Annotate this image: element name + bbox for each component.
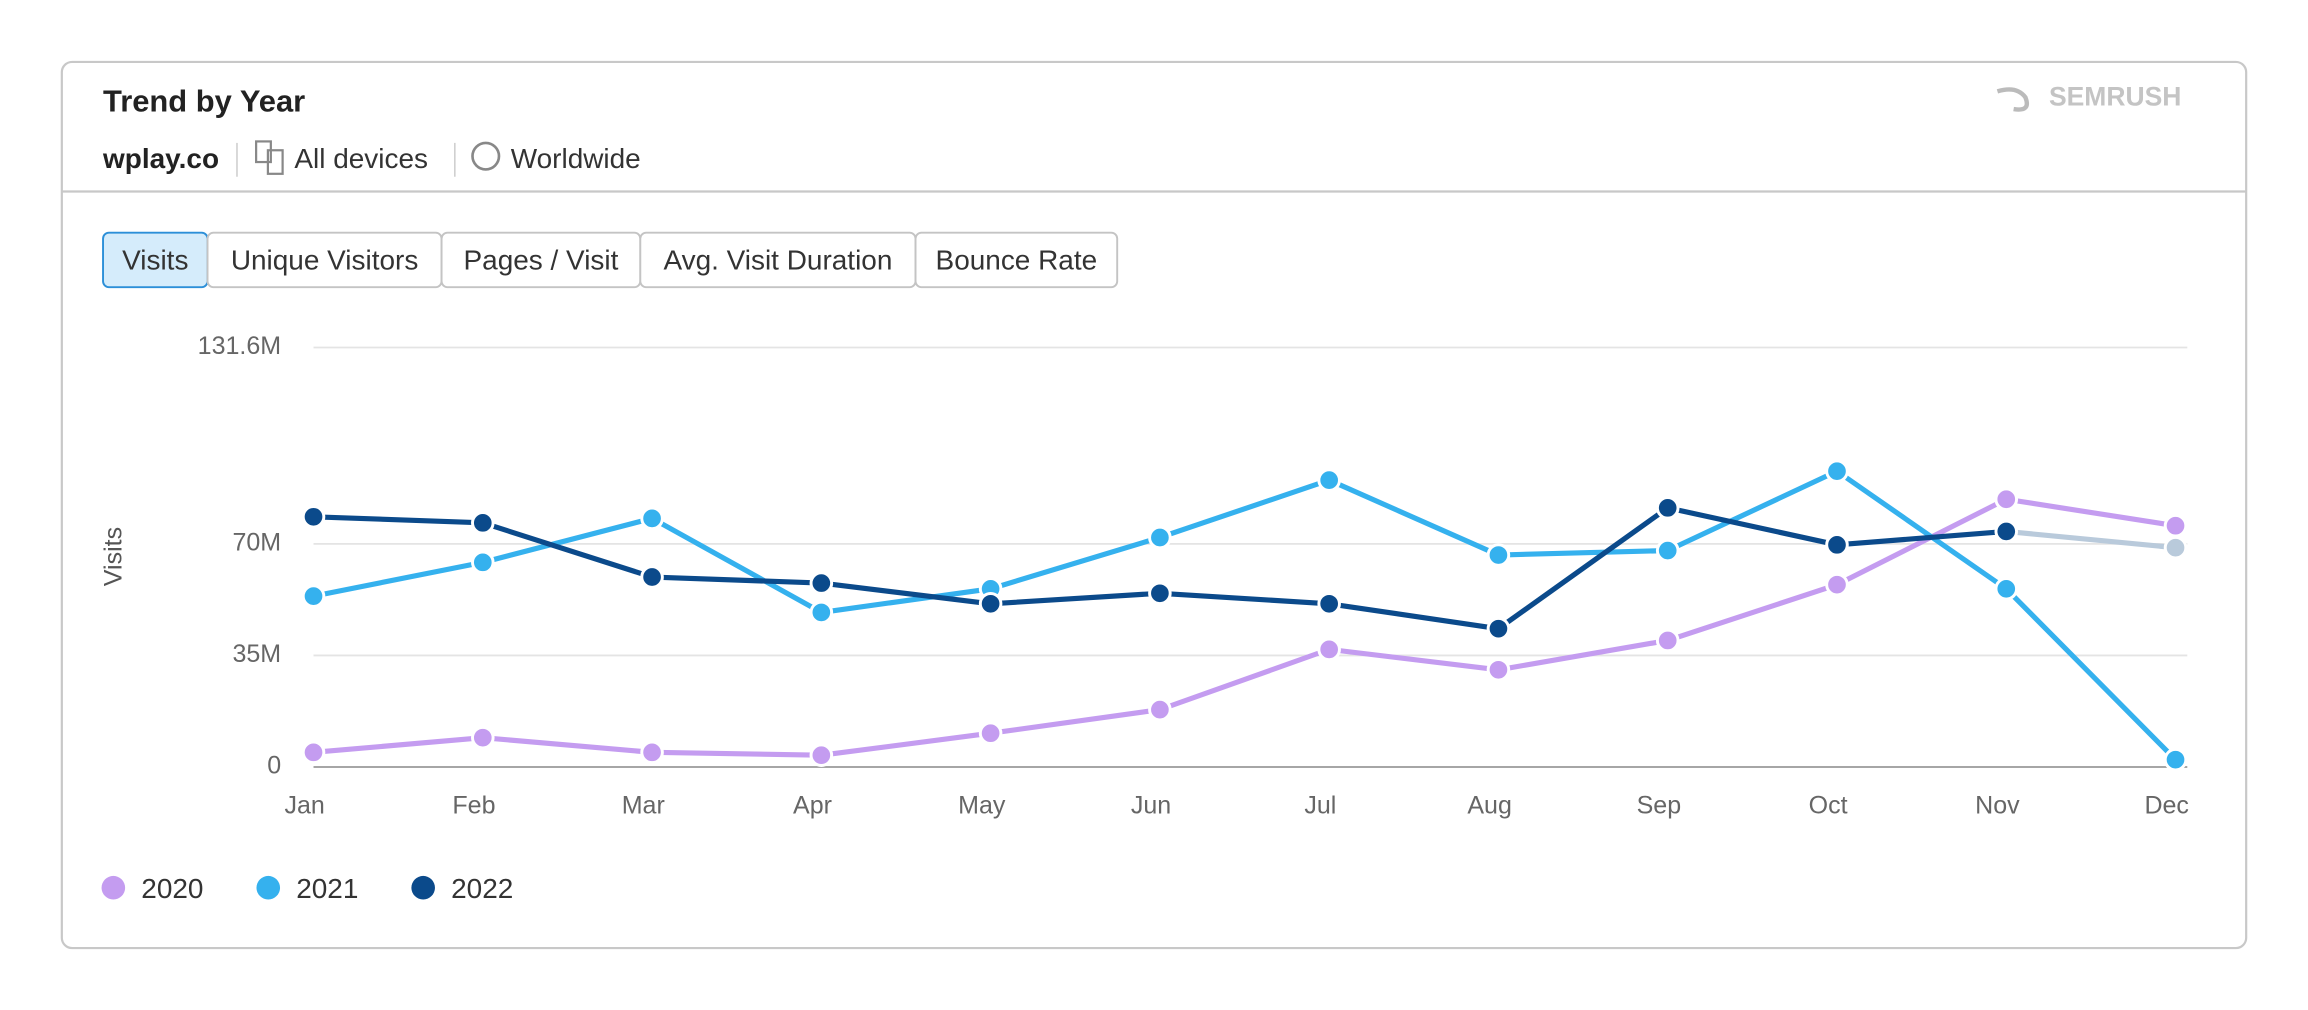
point (1655, 496, 1680, 520)
point (1825, 459, 1849, 483)
point (1994, 577, 2019, 601)
incomplete-line (2006, 528, 2176, 551)
globe-icon (471, 141, 501, 171)
point (1486, 543, 1511, 567)
brand: SEMRUSH (2049, 82, 2181, 112)
legend-swatch (101, 875, 126, 900)
point (2163, 747, 2188, 772)
legend-label: 2020 (141, 873, 203, 904)
point (1655, 628, 1680, 653)
title: Trend by Year (103, 83, 305, 118)
series-line (313, 468, 2178, 762)
x-tick-label: Feb (452, 791, 495, 819)
series-line (313, 496, 2176, 758)
point (1317, 592, 1341, 616)
point (301, 504, 326, 529)
x-tick-label: Mar (622, 791, 665, 819)
tab-label[interactable]: Unique Visitors (231, 245, 418, 276)
device: All devices (294, 143, 428, 174)
point (1655, 538, 1680, 563)
y-axis-label: Visits (99, 527, 127, 586)
point (1994, 519, 2019, 544)
y-tick-label: 131.6M (198, 332, 281, 360)
point (809, 743, 834, 767)
x-tick-label: Oct (1809, 791, 1848, 819)
point (1148, 581, 1172, 606)
point (978, 592, 1003, 616)
point (809, 600, 834, 625)
point (471, 511, 495, 535)
point (640, 565, 664, 589)
domain: wplay.co (102, 143, 219, 174)
point (301, 584, 326, 608)
y-tick-label: 0 (267, 752, 281, 780)
brand-logo: SEMRUSH (1996, 82, 2181, 112)
x-tick-label: Apr (793, 791, 832, 819)
legend-swatch (256, 875, 281, 900)
point (1148, 697, 1172, 722)
tab-label[interactable]: Bounce Rate (936, 245, 1098, 276)
point (1994, 487, 2019, 512)
x-tick-label: Jun (1131, 791, 1171, 819)
x-tick-label: Jul (1304, 791, 1336, 819)
tabs: Visits Unique Visitors Pages / Visit Avg. V… (102, 231, 1119, 289)
x-tick-label: Nov (1975, 791, 2020, 819)
point (809, 571, 834, 595)
point (2163, 513, 2188, 538)
x-tick-label: Dec (2144, 791, 2189, 819)
tab[interactable] (914, 231, 1119, 289)
point (640, 506, 664, 531)
point (471, 550, 495, 575)
x-tick-label: May (958, 791, 1006, 819)
point (1486, 658, 1511, 682)
x-tick-label: Aug (1467, 791, 1512, 819)
point (1825, 533, 1849, 557)
point (640, 740, 664, 765)
legend-swatch (411, 875, 435, 900)
point (1317, 468, 1341, 492)
region: Worldwide (511, 143, 641, 174)
y-tick-label: 35M (232, 640, 281, 668)
point (471, 725, 495, 750)
legend-label: 2022 (451, 873, 513, 904)
tab-label[interactable]: Avg. Visit Duration (663, 245, 892, 276)
tab-label[interactable]: Visits (122, 245, 188, 276)
point (2163, 535, 2188, 560)
point (1486, 616, 1511, 641)
legend-label: 2021 (296, 873, 358, 904)
x-tick-label: Jan (285, 791, 325, 819)
point (301, 740, 326, 765)
point (1825, 572, 1849, 597)
tab-label[interactable]: Pages / Visit (464, 245, 619, 276)
x-tick-label: Sep (1637, 791, 1682, 819)
point (1148, 525, 1172, 550)
devices-icon (255, 140, 284, 175)
y-tick-label: 70M (232, 528, 281, 556)
point (978, 721, 1003, 745)
point (1317, 637, 1341, 662)
